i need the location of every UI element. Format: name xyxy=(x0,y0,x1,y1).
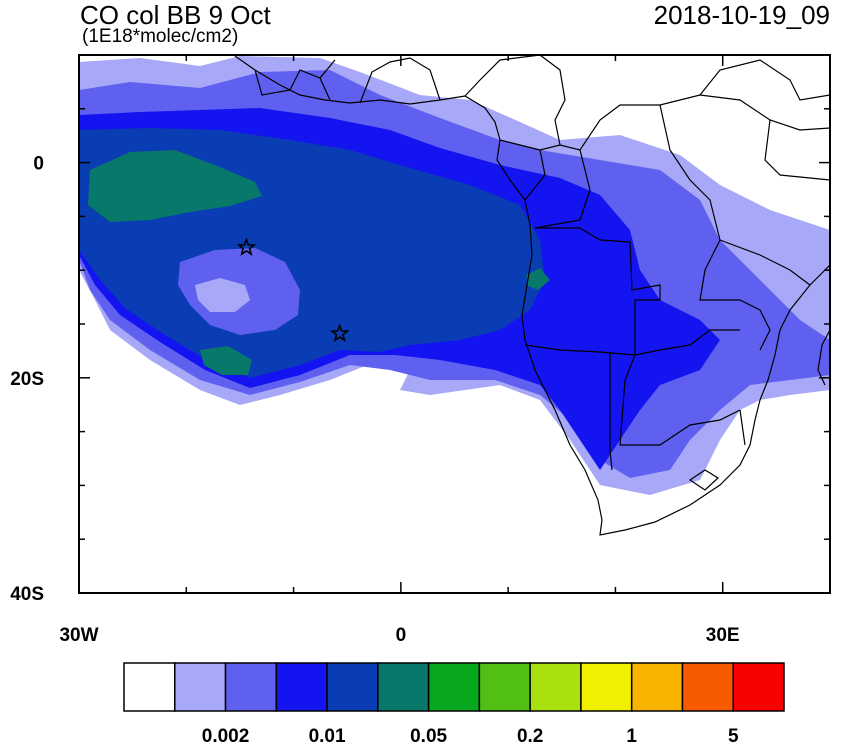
border-line xyxy=(254,59,336,96)
border-line xyxy=(609,352,613,471)
colorbar-box xyxy=(377,662,430,712)
y-tick-label: 0 xyxy=(33,154,44,175)
colorbar-box xyxy=(427,662,481,712)
border-line xyxy=(319,77,331,101)
y-tick-label: 20S xyxy=(10,369,44,390)
map-title: CO col BB 9 Oct xyxy=(80,0,271,30)
border-line xyxy=(524,149,546,201)
plume-level-teal-2 xyxy=(200,346,252,375)
border-line xyxy=(534,149,591,229)
colorbar-label: 5 xyxy=(728,726,739,747)
colorbar-box xyxy=(326,662,379,712)
colorbar-box xyxy=(478,662,531,712)
axis-tick-labels: 30W 0 30E 0 20S 40S xyxy=(10,154,739,646)
y-tick-label: 40S xyxy=(10,584,44,605)
colorbar-box xyxy=(529,662,582,712)
co-plume-shading xyxy=(79,56,830,495)
map-timestamp: 2018-10-19_09 xyxy=(653,0,830,30)
colorbar-box xyxy=(732,662,785,712)
border-line xyxy=(739,299,771,351)
plume-level-teal-3 xyxy=(526,268,550,290)
colorbar-box xyxy=(275,662,328,712)
border-line xyxy=(524,329,740,356)
x-tick-label: 30E xyxy=(706,625,740,646)
border-line xyxy=(359,57,441,104)
colorbar-label: 0.002 xyxy=(202,726,250,747)
colorbar-box xyxy=(630,662,684,712)
border-line xyxy=(688,469,719,491)
colorbar-box xyxy=(681,662,734,712)
x-tick-label: 0 xyxy=(396,625,407,646)
star-marker-icon xyxy=(236,237,257,256)
border-line xyxy=(619,354,741,446)
africa-coastline xyxy=(234,55,830,536)
border-line xyxy=(719,239,811,286)
border-line xyxy=(764,119,830,181)
plume-hole-light xyxy=(195,278,250,312)
colorbar-box xyxy=(174,662,227,712)
colorbar-box xyxy=(224,662,278,712)
colorbar-label: 0.2 xyxy=(517,726,543,747)
plume-level-teal-1 xyxy=(88,150,262,222)
map-markers xyxy=(236,237,350,343)
border-line xyxy=(659,104,740,301)
axis-ticks xyxy=(78,54,831,594)
border-line xyxy=(464,55,566,146)
colorbar-box xyxy=(123,662,176,712)
colorbar-label: 0.01 xyxy=(309,726,346,747)
map-units: (1E18*molec/cm2) xyxy=(82,26,239,47)
colorbar-box xyxy=(580,662,633,712)
star-marker-icon xyxy=(329,323,350,343)
border-line xyxy=(699,59,830,101)
border-line xyxy=(535,227,661,355)
border-line xyxy=(739,409,746,446)
colorbar: 0.002 0.01 0.05 0.2 1 5 xyxy=(123,662,785,747)
x-tick-label: 30W xyxy=(59,625,98,646)
colorbar-label: 0.05 xyxy=(410,726,447,747)
colorbar-label: 1 xyxy=(626,726,637,747)
